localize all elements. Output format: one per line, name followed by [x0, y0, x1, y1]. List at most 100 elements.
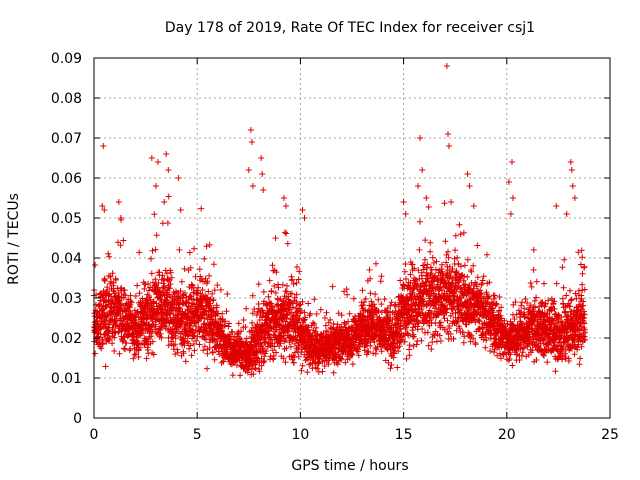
- data-point: [287, 343, 294, 350]
- data-point: [437, 319, 444, 326]
- data-point: [164, 220, 171, 226]
- data-point: [176, 246, 183, 253]
- data-point: [238, 336, 245, 343]
- chart-title: Day 178 of 2019, Rate Of TEC Index for r…: [165, 20, 535, 36]
- data-point: [563, 211, 570, 217]
- data-point: [377, 278, 384, 285]
- data-point: [279, 281, 286, 288]
- data-point: [147, 296, 154, 303]
- data-point: [273, 349, 279, 356]
- data-point: [145, 280, 152, 287]
- data-point: [96, 325, 103, 331]
- data-point: [528, 283, 535, 290]
- data-point: [330, 369, 337, 376]
- data-point: [419, 167, 426, 173]
- data-point: [283, 230, 290, 237]
- data-point: [106, 253, 113, 260]
- data-point: [98, 345, 105, 352]
- data-point: [167, 269, 174, 276]
- y-tick-label: 0.04: [51, 251, 82, 267]
- data-point: [441, 200, 448, 207]
- data-point: [579, 254, 586, 261]
- data-point: [461, 262, 468, 269]
- data-point: [152, 276, 159, 283]
- data-point: [553, 280, 560, 287]
- data-point: [301, 215, 308, 221]
- data-point: [111, 334, 118, 341]
- data-point: [265, 311, 272, 318]
- data-point: [307, 310, 314, 317]
- data-point: [484, 251, 490, 258]
- data-point: [460, 339, 467, 346]
- data-point: [132, 351, 139, 357]
- data-point: [445, 248, 451, 255]
- data-point: [442, 238, 449, 245]
- data-point: [136, 290, 143, 297]
- data-point: [149, 247, 156, 254]
- data-point: [121, 334, 128, 341]
- data-point: [387, 365, 394, 372]
- data-point: [474, 242, 481, 249]
- data-point: [191, 245, 198, 252]
- y-tick-label: 0.08: [51, 91, 82, 107]
- y-tick-label: 0.06: [51, 171, 82, 187]
- data-point: [304, 369, 311, 376]
- data-point: [448, 199, 455, 205]
- data-point: [166, 285, 173, 292]
- data-point: [283, 288, 290, 295]
- data-point: [452, 247, 459, 254]
- data-point: [457, 231, 464, 238]
- data-point: [541, 280, 547, 287]
- data-point: [155, 159, 161, 165]
- data-point: [277, 340, 284, 347]
- data-point: [237, 372, 244, 379]
- data-point: [280, 355, 287, 362]
- data-point: [168, 274, 175, 281]
- data-point: [482, 344, 489, 351]
- data-point: [172, 335, 179, 342]
- data-point: [112, 276, 119, 283]
- data-point: [161, 199, 168, 205]
- y-tick-label: 0: [73, 411, 82, 427]
- data-point: [165, 167, 172, 173]
- data-point: [284, 311, 291, 318]
- data-point: [219, 327, 225, 334]
- data-point: [290, 304, 296, 311]
- data-point: [510, 195, 516, 201]
- data-point: [401, 268, 408, 275]
- data-point: [305, 300, 312, 307]
- data-points: [90, 63, 589, 379]
- data-point: [272, 289, 279, 296]
- data-point: [424, 329, 431, 336]
- x-axis-label: GPS time / hours: [291, 458, 408, 474]
- data-point: [165, 193, 172, 200]
- data-point: [181, 265, 188, 272]
- data-point: [425, 204, 432, 210]
- data-point: [270, 352, 277, 359]
- data-point: [115, 199, 122, 205]
- data-point: [437, 338, 444, 344]
- data-point: [105, 250, 112, 257]
- data-point: [470, 203, 477, 209]
- y-axis-label: ROTI / TECUs: [6, 193, 22, 285]
- data-point: [157, 295, 163, 302]
- data-point: [527, 280, 534, 286]
- data-point: [258, 362, 265, 369]
- data-point: [153, 232, 160, 239]
- data-point: [466, 183, 473, 189]
- data-point: [115, 239, 121, 246]
- data-point: [568, 296, 575, 303]
- data-point: [317, 306, 324, 313]
- data-point: [322, 315, 328, 321]
- data-point: [265, 293, 272, 300]
- data-point: [249, 183, 256, 189]
- data-point: [213, 304, 220, 311]
- data-point: [198, 205, 205, 212]
- data-point: [464, 171, 471, 177]
- data-point: [219, 310, 226, 317]
- y-tick-label: 0.09: [51, 51, 82, 67]
- data-point: [201, 255, 208, 262]
- data-point: [175, 175, 182, 181]
- data-point: [195, 284, 202, 291]
- data-point: [105, 327, 111, 334]
